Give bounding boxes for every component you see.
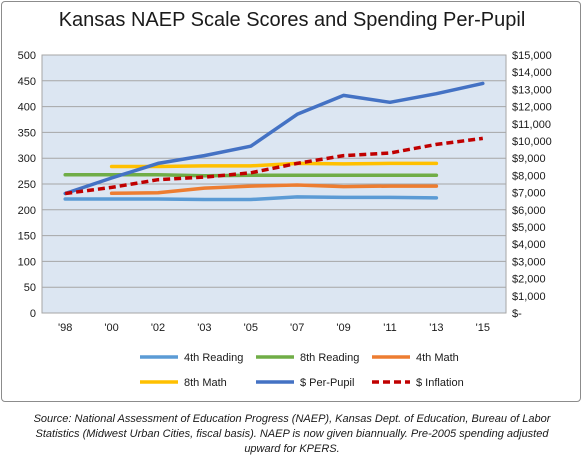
y-right-tick-label: $9,000 [512,153,546,165]
legend-label: 8th Math [184,377,227,389]
legend-label: 8th Reading [300,352,359,364]
source-note: Source: National Assessment of Education… [33,413,551,455]
y-right-tick-label: $8,000 [512,170,546,182]
x-tick-label: '11 [383,322,397,334]
y-right-tick-label: $6,000 [512,205,546,217]
y-left-tick-label: 100 [18,256,36,268]
x-tick-label: '15 [476,322,490,334]
legend-label: $ Per-Pupil [300,377,354,389]
series-line-8th-math [109,161,439,169]
series-line-inflation [64,136,484,196]
legend-label: $ Inflation [416,377,464,389]
y-left-tick-label: 450 [18,76,36,88]
y-right-tick-label: $10,000 [512,136,552,148]
x-tick-label: '98 [58,322,72,334]
y-left-tick-label: 400 [18,102,36,114]
x-tick-label: '03 [197,322,211,334]
y-left-tick-label: 50 [24,282,36,294]
y-right-tick-label: $1,000 [512,291,546,303]
x-tick-label: '09 [336,322,350,334]
chart-title: Kansas NAEP Scale Scores and Spending Pe… [58,9,526,31]
y-right-tick-label: $12,000 [512,102,552,114]
y-right-tick-label: $13,000 [512,84,552,96]
series-line-per-pupil [63,81,485,196]
series-line-4th-math [109,183,439,196]
x-tick-label: '07 [290,322,304,334]
y-right-tick-label: $14,000 [512,67,552,79]
y-left-tick-label: 500 [18,50,36,62]
y-left-tick-label: 350 [18,127,36,139]
series-line-4th-reading [63,195,439,202]
x-tick-label: '05 [244,322,258,334]
y-left-tick-label: 300 [18,153,36,165]
y-left-tick-label: 0 [30,308,36,320]
y-right-tick-label: $2,000 [512,274,546,286]
x-tick-label: '02 [151,322,165,334]
y-left-tick-label: 200 [18,205,36,217]
x-tick-label: '13 [429,322,443,334]
y-left-tick-label: 250 [18,179,36,191]
y-right-tick-label: $5,000 [512,222,546,234]
y-left-tick-label: 150 [18,231,36,243]
y-right-tick-label: $15,000 [512,50,552,62]
y-right-tick-label: $3,000 [512,256,546,268]
y-right-tick-label: $- [512,308,522,320]
x-tick-label: '00 [104,322,118,334]
legend-label: 4th Reading [184,352,243,364]
y-right-tick-label: $4,000 [512,239,546,251]
y-right-tick-label: $7,000 [512,188,546,200]
legend-label: 4th Math [416,352,459,364]
y-right-tick-label: $11,000 [512,119,551,131]
